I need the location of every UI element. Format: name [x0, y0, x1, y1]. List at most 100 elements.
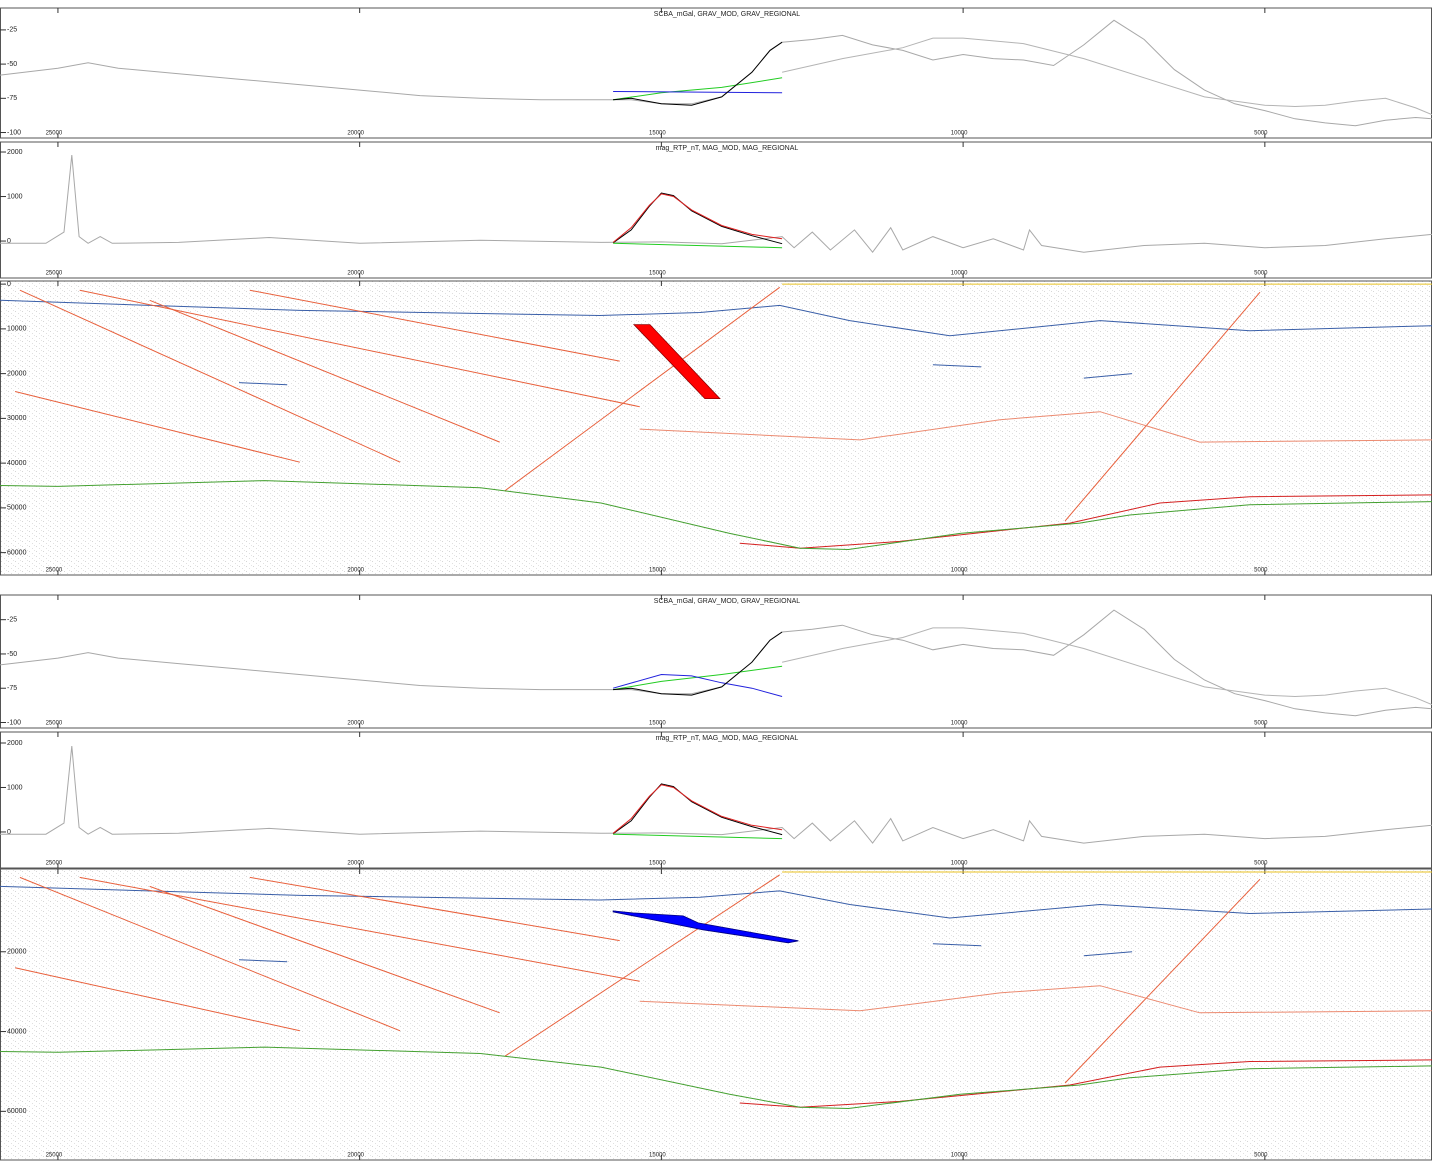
profile-line	[149, 885, 500, 1014]
profile-line	[613, 41, 783, 106]
panel-background	[0, 731, 1432, 869]
panel-background	[0, 141, 1432, 279]
x-tick-label: 5000	[1254, 721, 1268, 727]
x-tick-label: 5000	[1254, 568, 1268, 574]
profile-line	[1083, 373, 1133, 379]
profile-line	[238, 959, 288, 963]
profile-line	[781, 627, 1432, 706]
y-tick-label: 0	[7, 238, 11, 245]
x-tick-label: 10000	[951, 131, 968, 137]
x-tick-label: 25000	[46, 271, 63, 277]
profile-line	[504, 874, 780, 1057]
profile-line	[0, 19, 1432, 127]
y-tick-label: 40000	[7, 1028, 27, 1035]
x-tick-label: 20000	[347, 1153, 364, 1159]
x-tick-label: 25000	[46, 568, 63, 574]
y-tick-label: 0	[7, 281, 11, 288]
profile-line	[19, 876, 401, 1032]
profile-line	[781, 37, 1432, 116]
x-tick-label: 5000	[1254, 861, 1268, 867]
x-tick-label: 15000	[649, 271, 666, 277]
profile-line	[639, 411, 1432, 443]
x-tick-label: 5000	[1254, 131, 1268, 137]
profile-line	[612, 784, 783, 834]
profile-line	[249, 289, 620, 362]
x-tick-label: 15000	[649, 568, 666, 574]
panel-title: SCBA_mGal, GRAV_MOD, GRAV_REGIONAL	[654, 11, 800, 18]
profile-line	[613, 665, 783, 691]
y-tick-label: 1000	[7, 193, 23, 200]
profile-line	[0, 609, 1432, 717]
profile-line	[612, 193, 783, 243]
profile-line	[613, 242, 783, 249]
y-tick-label: -100	[7, 129, 21, 136]
x-tick-label: 10000	[951, 721, 968, 727]
x-tick-label: 5000	[1254, 1153, 1268, 1159]
panel-title: mag_RTP_nT, MAG_MOD, MAG_REGIONAL	[656, 145, 799, 152]
y-tick-label: -75	[7, 685, 17, 692]
profile-line	[932, 364, 982, 368]
x-tick-label: 20000	[347, 131, 364, 137]
y-tick-label: -25	[7, 27, 17, 34]
profile-line	[613, 91, 783, 94]
model-body	[632, 324, 721, 400]
x-tick-label: 15000	[649, 1153, 666, 1159]
y-tick-label: 0	[7, 829, 11, 836]
x-tick-label: 25000	[46, 861, 63, 867]
panel-background	[0, 7, 1432, 139]
profile-line	[0, 299, 1432, 337]
profile-line	[613, 77, 783, 101]
panel-title: SCBA_mGal, GRAV_MOD, GRAV_REGIONAL	[654, 598, 800, 605]
profile-line	[0, 1046, 1432, 1110]
panel-background	[0, 594, 1432, 729]
profile-line	[0, 746, 1432, 844]
profile-line	[14, 967, 301, 1032]
profile-line	[19, 289, 401, 463]
x-tick-label: 10000	[951, 271, 968, 277]
y-tick-label: -50	[7, 61, 17, 68]
y-tick-label: 1000	[7, 784, 23, 791]
y-tick-label: -100	[7, 719, 21, 726]
profile-line	[0, 885, 1432, 919]
x-tick-label: 15000	[649, 131, 666, 137]
y-tick-label: 20000	[7, 949, 27, 956]
profile-line	[1083, 951, 1133, 957]
y-tick-label: 2000	[7, 149, 23, 156]
profile-line	[0, 155, 1432, 254]
y-tick-label: 30000	[7, 415, 27, 422]
profile-line	[932, 943, 982, 947]
profile-line	[0, 480, 1432, 551]
profile-line	[612, 783, 783, 836]
profile-line	[504, 286, 780, 492]
profile-line	[639, 985, 1432, 1014]
profile-line	[238, 382, 288, 386]
y-tick-label: 10000	[7, 326, 27, 333]
x-tick-label: 20000	[347, 568, 364, 574]
profile-line	[613, 833, 783, 840]
x-tick-label: 25000	[46, 721, 63, 727]
y-tick-label: 60000	[7, 1108, 27, 1115]
profile-line	[612, 192, 783, 245]
model-body	[612, 910, 799, 944]
panel-title: mag_RTP_nT, MAG_MOD, MAG_REGIONAL	[656, 735, 799, 742]
y-tick-label: -50	[7, 651, 17, 658]
x-tick-label: 5000	[1254, 271, 1268, 277]
y-tick-label: 40000	[7, 460, 27, 467]
y-tick-label: 50000	[7, 505, 27, 512]
y-tick-label: 60000	[7, 549, 27, 556]
y-tick-label: -25	[7, 617, 17, 624]
y-tick-label: 2000	[7, 740, 23, 747]
x-tick-label: 10000	[951, 568, 968, 574]
profile-line	[612, 673, 783, 697]
profile-line	[249, 876, 620, 942]
x-tick-label: 25000	[46, 1153, 63, 1159]
y-tick-label: 20000	[7, 370, 27, 377]
profile-line	[14, 391, 301, 463]
x-tick-label: 20000	[347, 721, 364, 727]
profile-line	[1064, 878, 1261, 1084]
x-tick-label: 10000	[951, 1153, 968, 1159]
profile-line	[1064, 291, 1261, 522]
x-tick-label: 20000	[347, 861, 364, 867]
y-tick-label: -75	[7, 95, 17, 102]
